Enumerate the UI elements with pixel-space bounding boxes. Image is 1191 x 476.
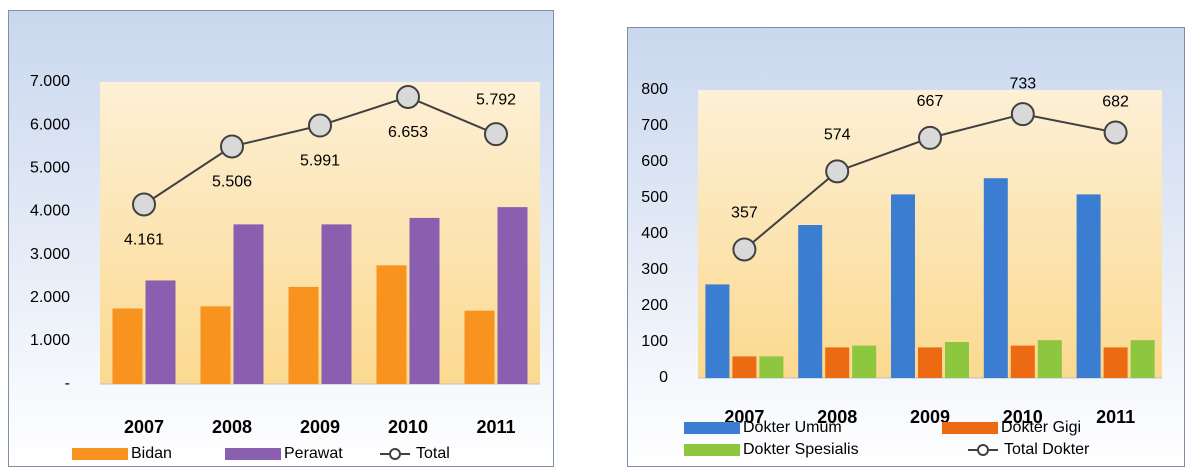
x-tick-label: 2009 <box>300 417 340 437</box>
bar <box>825 347 850 378</box>
data-label: 682 <box>1102 94 1129 111</box>
y-tick-label: 3.000 <box>30 246 70 263</box>
y-tick-label: 2.000 <box>30 289 70 306</box>
line-marker <box>396 84 420 109</box>
bar <box>759 356 784 378</box>
x-tick-label: 2008 <box>212 417 252 437</box>
bar <box>376 265 407 384</box>
bar <box>497 207 528 384</box>
bar <box>112 308 143 384</box>
y-tick-label: 5.000 <box>30 160 70 177</box>
bar <box>1037 340 1062 378</box>
line-marker <box>1010 102 1035 127</box>
legend-label: Dokter Umum <box>743 419 842 436</box>
bar <box>409 217 440 384</box>
y-tick-label: 800 <box>641 81 668 98</box>
line-marker <box>132 192 156 217</box>
bar <box>145 280 176 384</box>
y-tick-label: 200 <box>641 297 668 314</box>
x-tick-label: 2011 <box>476 417 515 437</box>
y-tick-label: 300 <box>641 261 668 278</box>
line-marker <box>308 113 332 138</box>
y-tick-label: 1.000 <box>30 332 70 349</box>
y-tick-label: 0 <box>659 369 668 386</box>
data-label: 5.506 <box>212 174 252 191</box>
legend-label: Bidan <box>131 445 172 462</box>
y-tick-label: 7.000 <box>30 73 70 90</box>
line-marker <box>484 122 508 147</box>
line-marker <box>1103 120 1128 145</box>
legend-swatch <box>942 422 998 434</box>
y-tick-label: 400 <box>641 225 668 242</box>
legend-marker <box>389 448 401 460</box>
legend-swatch <box>684 422 740 434</box>
legend-swatch <box>684 444 740 456</box>
data-label: 6.653 <box>388 124 428 141</box>
bar <box>891 194 915 378</box>
y-tick-label: 600 <box>641 153 668 170</box>
bar <box>852 345 877 378</box>
x-tick-label: 2010 <box>1003 407 1043 427</box>
line-marker <box>732 237 757 262</box>
legend-label: Dokter Spesialis <box>743 441 859 458</box>
bar <box>918 347 942 378</box>
x-tick-label: 2010 <box>388 417 428 437</box>
line-marker <box>918 125 942 150</box>
y-tick-label: 6.000 <box>30 116 70 133</box>
x-tick-label: 2007 <box>724 407 764 427</box>
data-label: 5.991 <box>300 153 340 170</box>
y-tick-label: 100 <box>641 333 668 350</box>
data-label: 733 <box>1009 75 1036 92</box>
line-marker <box>220 134 244 159</box>
data-label: 574 <box>824 127 851 144</box>
y-tick-label: 700 <box>641 117 668 134</box>
bar <box>798 225 823 378</box>
bar <box>983 178 1008 378</box>
legend-swatch <box>225 448 281 460</box>
x-tick-label: 2009 <box>910 407 950 427</box>
data-label: 5.792 <box>476 91 516 108</box>
data-label: 4.161 <box>124 232 164 249</box>
legend-marker <box>977 444 989 456</box>
x-tick-label: 2007 <box>124 417 164 437</box>
line-marker <box>825 159 850 184</box>
bar <box>1130 340 1155 378</box>
bar <box>1076 194 1101 378</box>
x-tick-label: 2008 <box>817 407 857 427</box>
bar <box>1103 347 1128 378</box>
bar <box>1010 345 1035 378</box>
y-tick-label: - <box>65 375 70 392</box>
y-tick-label: 4.000 <box>30 203 70 220</box>
legend-label: Total Dokter <box>1004 441 1090 458</box>
bar <box>288 286 319 384</box>
legend-swatch <box>72 448 128 460</box>
bar <box>233 224 264 384</box>
legend-label: Perawat <box>284 445 343 462</box>
data-label: 357 <box>731 205 758 222</box>
bar <box>732 356 757 378</box>
data-label: 667 <box>917 93 944 110</box>
legend-label: Dokter Gigi <box>1001 419 1081 436</box>
bar <box>464 310 495 384</box>
legend-label: Total <box>416 445 450 462</box>
bar <box>705 284 730 378</box>
y-tick-label: 500 <box>641 189 668 206</box>
bar <box>200 306 231 384</box>
bar <box>321 224 352 384</box>
x-tick-label: 2011 <box>1096 407 1135 427</box>
bar <box>945 342 969 378</box>
